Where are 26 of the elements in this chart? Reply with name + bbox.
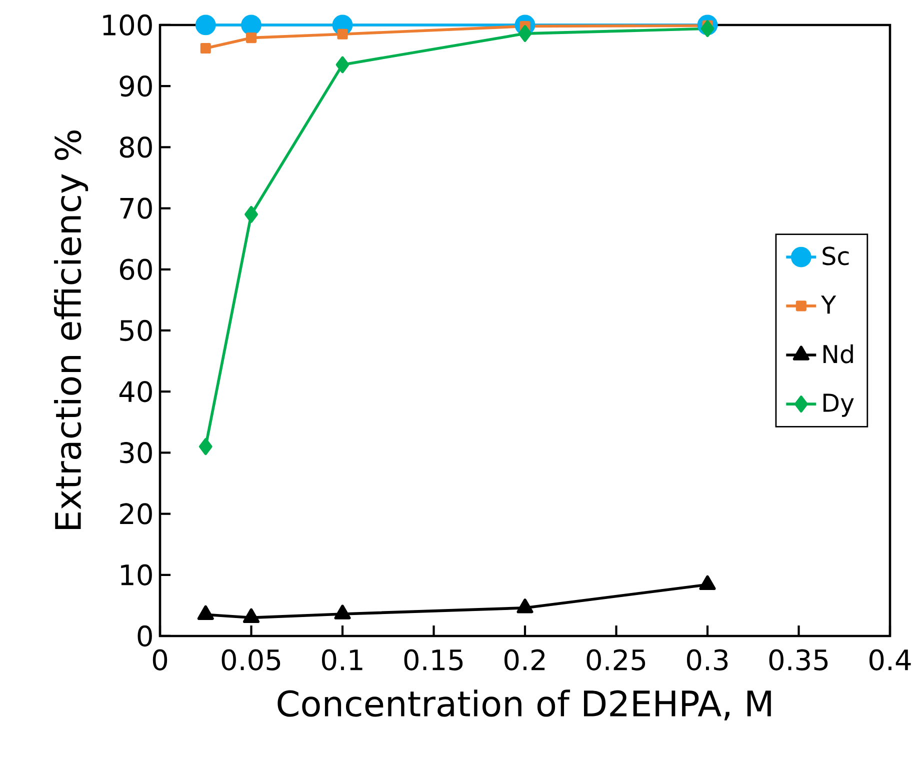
x-tick-label: 0.1 xyxy=(322,649,362,670)
x-axis-title: Concentration of D2EHPA, M xyxy=(278,690,771,720)
y-tick-label: 20 xyxy=(120,503,152,524)
y-tick-label: 70 xyxy=(120,198,152,219)
x-tick-label: 0.4 xyxy=(869,649,911,670)
y-tick-label: 10 xyxy=(121,564,152,586)
x-tick-label: 0 xyxy=(152,649,168,670)
y-tick-label: 30 xyxy=(120,442,152,464)
x-tick-label: 0.05 xyxy=(222,649,280,670)
legend-label: Y xyxy=(821,296,836,314)
y-tick-label: 40 xyxy=(119,380,152,402)
x-tick-label: 0.35 xyxy=(769,649,828,670)
y-tick-label: 100 xyxy=(103,14,152,36)
y-tick-label: 80 xyxy=(120,136,152,158)
legend-label: Sc xyxy=(822,246,849,266)
y-axis-title: Extraction efficiency % xyxy=(54,130,88,529)
legend-label: Dy xyxy=(823,394,854,417)
y-tick-label: 50 xyxy=(120,320,152,342)
y-tick-label: 0 xyxy=(138,625,152,647)
x-tick-label: 0.2 xyxy=(504,649,545,670)
y-tick-label: 60 xyxy=(120,258,152,280)
x-tick-label: 0.3 xyxy=(686,649,728,670)
x-tick-label: 0.25 xyxy=(586,649,646,670)
y-tick-label: 90 xyxy=(120,75,152,97)
legend-label: Nd xyxy=(823,344,853,364)
x-tick-label: 0.15 xyxy=(404,649,463,670)
